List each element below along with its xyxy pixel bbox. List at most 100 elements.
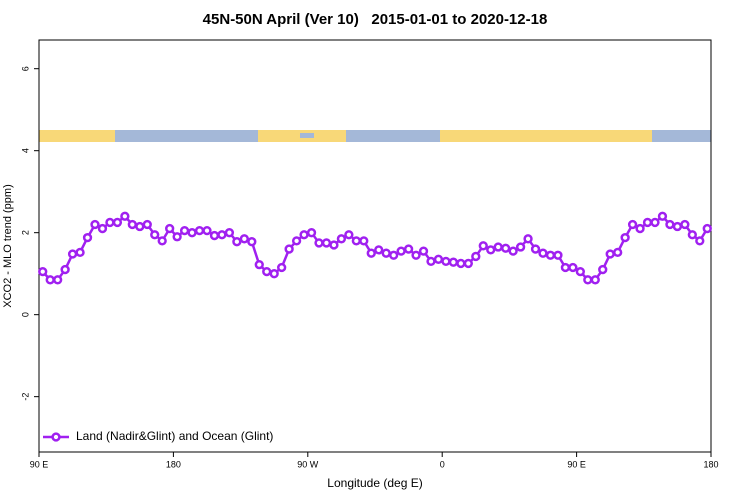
data-point bbox=[194, 225, 205, 236]
data-point bbox=[75, 247, 85, 258]
data-point bbox=[172, 232, 182, 242]
data-point bbox=[97, 223, 108, 234]
data-point bbox=[165, 223, 175, 234]
data-point bbox=[575, 266, 585, 277]
data-point bbox=[45, 275, 55, 285]
data-point bbox=[187, 228, 197, 238]
data-point bbox=[329, 240, 339, 250]
data-point bbox=[448, 257, 459, 267]
data-point bbox=[672, 221, 683, 232]
data-point bbox=[583, 275, 593, 285]
data-point bbox=[179, 225, 190, 236]
data-point bbox=[53, 275, 63, 285]
data-point bbox=[247, 237, 257, 247]
data-point bbox=[695, 236, 705, 246]
data-point bbox=[321, 238, 332, 248]
land bbox=[39, 130, 115, 142]
legend-marker bbox=[51, 432, 61, 442]
land bbox=[440, 130, 652, 142]
x-tick-label: 90 E bbox=[30, 459, 49, 469]
data-point bbox=[359, 236, 369, 246]
data-point bbox=[657, 211, 668, 221]
data-point bbox=[471, 251, 481, 262]
data-point bbox=[478, 241, 488, 251]
data-point bbox=[493, 242, 503, 252]
data-point bbox=[344, 230, 354, 240]
data-point bbox=[545, 250, 556, 260]
data-point bbox=[530, 244, 541, 254]
data-point bbox=[441, 256, 451, 267]
data-point bbox=[568, 262, 578, 273]
data-point bbox=[150, 230, 160, 240]
y-tick-label: 6 bbox=[20, 66, 30, 71]
y-tick-label: -2 bbox=[20, 393, 30, 401]
data-point bbox=[351, 236, 361, 246]
data-point bbox=[142, 219, 152, 230]
x-tick-label: 180 bbox=[166, 459, 181, 469]
data-point bbox=[135, 221, 145, 232]
data-point bbox=[613, 247, 623, 258]
x-tick-label: 180 bbox=[703, 459, 718, 469]
x-tick-label: 0 bbox=[440, 459, 445, 469]
plot-frame bbox=[38, 39, 712, 453]
data-point bbox=[680, 219, 690, 230]
data-point bbox=[627, 219, 638, 230]
data-point bbox=[60, 264, 70, 275]
data-point bbox=[381, 248, 391, 258]
data-point bbox=[262, 266, 272, 277]
x-tick-label: 90 E bbox=[567, 459, 586, 469]
data-point bbox=[389, 250, 399, 260]
data-point bbox=[120, 211, 130, 221]
data-point bbox=[620, 232, 630, 243]
data-point bbox=[590, 275, 600, 285]
data-point bbox=[232, 237, 242, 247]
data-point bbox=[486, 245, 496, 255]
data-point bbox=[523, 234, 533, 244]
data-point bbox=[433, 254, 444, 264]
data-point bbox=[635, 223, 645, 234]
data-point bbox=[702, 223, 712, 234]
data-point bbox=[239, 234, 249, 244]
data-point bbox=[426, 256, 436, 267]
data-point bbox=[538, 248, 548, 258]
data-point bbox=[501, 243, 511, 253]
data-point bbox=[112, 217, 123, 228]
chart-title: 45N-50N April (Ver 10) 2015-01-01 to 202… bbox=[203, 11, 548, 28]
data-point bbox=[665, 219, 675, 230]
y-tick-label: 4 bbox=[20, 148, 30, 153]
lake bbox=[300, 133, 314, 138]
data-point bbox=[67, 249, 78, 259]
data-point bbox=[687, 230, 697, 240]
x-tick-label: 90 W bbox=[297, 459, 319, 469]
y-tick-label: 0 bbox=[20, 312, 30, 317]
data-point bbox=[366, 248, 376, 258]
data-point bbox=[336, 234, 347, 244]
data-point bbox=[38, 266, 48, 277]
data-point bbox=[456, 258, 466, 269]
data-point bbox=[396, 246, 406, 256]
data-point bbox=[105, 217, 115, 228]
y-tick-label: 2 bbox=[20, 230, 30, 235]
data-point bbox=[284, 244, 294, 254]
data-point bbox=[374, 245, 384, 255]
data-point bbox=[515, 242, 526, 252]
data-point bbox=[277, 262, 287, 273]
data-point bbox=[418, 246, 429, 256]
legend-label: Land (Nadir&Glint) and Ocean (Glint) bbox=[76, 429, 273, 443]
data-point bbox=[642, 217, 653, 228]
data-point bbox=[82, 232, 93, 243]
x-axis-label: Longitude (deg E) bbox=[327, 476, 422, 490]
data-point bbox=[209, 230, 220, 241]
data-point bbox=[127, 219, 137, 230]
map-strip bbox=[39, 130, 711, 142]
data-point bbox=[90, 219, 100, 230]
data-point bbox=[605, 249, 615, 259]
data-point bbox=[299, 230, 309, 240]
data-point bbox=[553, 250, 563, 260]
data-point bbox=[403, 244, 414, 254]
data-point bbox=[157, 236, 167, 246]
data-point bbox=[411, 250, 421, 260]
data-point bbox=[291, 236, 302, 246]
data-point bbox=[314, 238, 324, 248]
